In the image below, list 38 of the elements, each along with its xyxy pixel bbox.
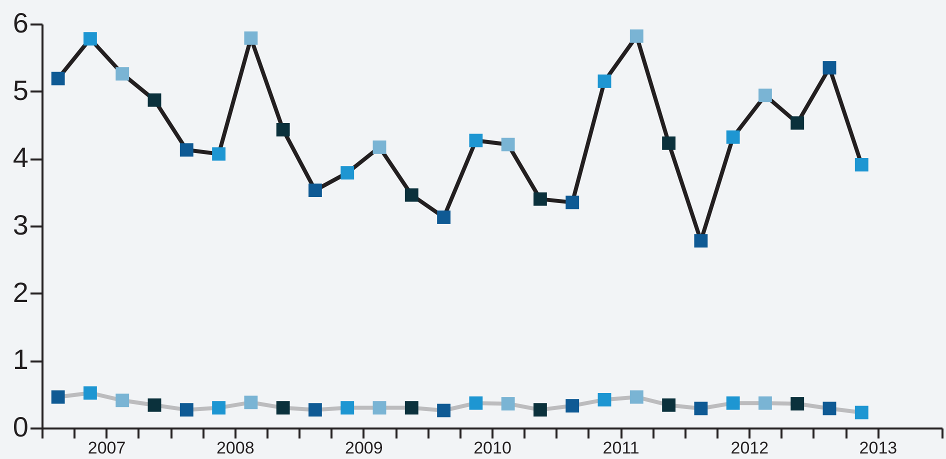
point — [404, 401, 418, 415]
x-tick-label: 2010 — [474, 438, 512, 458]
point — [276, 401, 290, 415]
x-tick-label: 2013 — [859, 438, 898, 458]
y-tick-label: 6 — [12, 8, 28, 38]
point — [116, 394, 130, 408]
point — [276, 123, 290, 136]
x-tick-label: 2012 — [730, 438, 769, 458]
point — [372, 140, 386, 154]
point — [404, 188, 418, 202]
y-tick-label: 3 — [12, 210, 28, 240]
y-tick-label: 5 — [12, 74, 28, 106]
y-tick-label: 0 — [12, 412, 28, 442]
point — [790, 397, 804, 410]
point — [534, 192, 547, 206]
x-tick-label: 2011 — [602, 438, 640, 458]
point — [148, 93, 162, 107]
x-tick-label: 2007 — [88, 438, 126, 458]
point — [758, 88, 772, 102]
point — [501, 138, 515, 152]
y-tick-label: 1 — [12, 344, 28, 376]
point — [534, 403, 547, 417]
point — [758, 396, 772, 410]
y-tick-label: 2 — [12, 276, 28, 308]
y-tick-label: 4 — [12, 142, 28, 174]
point — [662, 136, 676, 150]
point — [662, 398, 676, 412]
point — [244, 396, 258, 410]
point — [244, 31, 258, 45]
point — [148, 398, 162, 412]
point — [630, 390, 644, 404]
point — [790, 116, 804, 130]
point — [116, 67, 130, 81]
x-tick-label: 2008 — [216, 438, 254, 458]
point — [501, 397, 515, 410]
point — [372, 401, 386, 415]
point — [630, 29, 644, 43]
x-tick-label: 2009 — [345, 438, 383, 458]
